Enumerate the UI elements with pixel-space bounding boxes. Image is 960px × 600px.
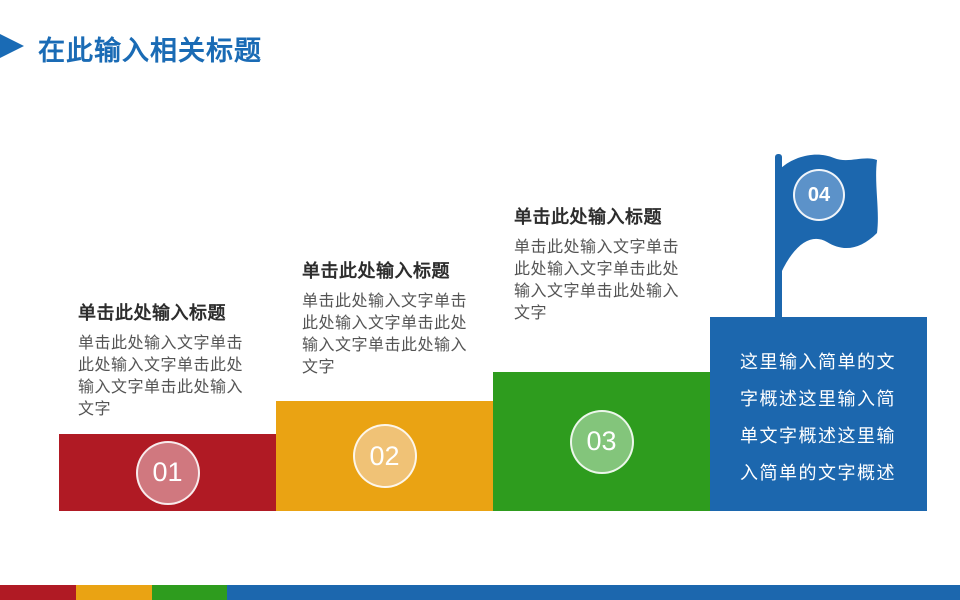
step-3-number: 03 bbox=[586, 426, 617, 456]
step-1-number-badge: 01 bbox=[135, 440, 200, 505]
footer-stripe-blue bbox=[227, 585, 960, 600]
step-2-number-badge: 02 bbox=[352, 424, 417, 488]
step-4-number: 04 bbox=[807, 183, 831, 206]
step-3-description: 单击此处输入标题 单击此处输入文字单击 此处输入文字单击此处 输入文字单击此处输… bbox=[514, 203, 719, 325]
step-3-body: 单击此处输入文字单击 此处输入文字单击此处 输入文字单击此处输入 文字 bbox=[514, 239, 680, 322]
step-block-1: 01 bbox=[59, 434, 276, 511]
footer-stripe-green bbox=[152, 585, 227, 600]
step-1-description: 单击此处输入标题 单击此处输入文字单击 此处输入文字单击此处 输入文字单击此处输… bbox=[78, 299, 283, 421]
footer-stripe-orange bbox=[76, 585, 152, 600]
title-arrow-icon bbox=[0, 33, 24, 59]
step-4-number-badge: 04 bbox=[793, 169, 845, 221]
step-3-number-badge: 03 bbox=[569, 409, 634, 474]
footer-stripe bbox=[0, 585, 960, 600]
step-1-number: 01 bbox=[152, 457, 183, 487]
step-2-description: 单击此处输入标题 单击此处输入文字单击 此处输入文字单击此处 输入文字单击此处输… bbox=[302, 257, 507, 379]
step-block-4: 这里输入简单的文 字概述这里输入简 单文字概述这里输 入简单的文字概述 bbox=[710, 317, 927, 511]
step-block-3: 03 bbox=[493, 372, 710, 511]
step-4-summary-text: 这里输入简单的文 字概述这里输入简 单文字概述这里输 入简单的文字概述 bbox=[740, 352, 896, 483]
step-block-2: 02 bbox=[276, 401, 493, 511]
step-1-heading: 单击此处输入标题 bbox=[78, 303, 226, 323]
flag-pole bbox=[775, 154, 782, 318]
step-2-heading: 单击此处输入标题 bbox=[302, 261, 450, 281]
page-title: 在此输入相关标题 bbox=[38, 36, 262, 66]
footer-stripe-red bbox=[0, 585, 76, 600]
step-3-heading: 单击此处输入标题 bbox=[514, 207, 662, 227]
step-2-number: 02 bbox=[369, 440, 400, 471]
step-1-body: 单击此处输入文字单击 此处输入文字单击此处 输入文字单击此处输入 文字 bbox=[78, 335, 244, 418]
step-2-body: 单击此处输入文字单击 此处输入文字单击此处 输入文字单击此处输入 文字 bbox=[302, 293, 468, 376]
